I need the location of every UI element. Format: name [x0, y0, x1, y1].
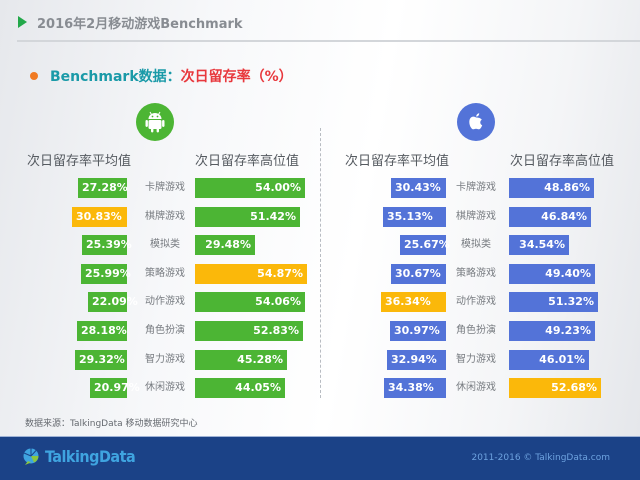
talkingdata-logo-icon: [22, 448, 42, 466]
android-avg-bar: 25.39%: [82, 235, 132, 255]
ios-avg-header: 次日留存率平均值: [345, 154, 450, 169]
title-row: 2016年2月移动游戏Benchmark: [18, 10, 243, 34]
android-avg-bar: 29.32%: [75, 350, 127, 370]
android-avg-header: 次日留存率平均值: [27, 154, 132, 169]
ios-category-label: 休闲游戏: [456, 382, 496, 393]
android-high-bar: 54.06%: [195, 292, 305, 312]
android-high-header: 次日留存率高位值: [195, 154, 300, 169]
panel-divider: [320, 128, 321, 398]
android-category-label: 棋牌游戏: [145, 211, 185, 222]
android-avg-bar: 22.09%: [88, 292, 138, 312]
ios-category-label: 模拟类: [461, 239, 491, 250]
ios-avg-bar: 32.94%: [387, 350, 446, 370]
ios-category-label: 智力游戏: [456, 354, 496, 365]
android-avg-bar: 28.18%: [77, 321, 127, 341]
logo-text: TalkingData: [45, 447, 136, 466]
ios-high-bar: 51.32%: [509, 292, 598, 312]
android-icon: [136, 103, 174, 141]
android-high-bar: 51.42%: [195, 207, 300, 227]
android-category-label: 角色扮演: [145, 325, 185, 336]
apple-icon: [457, 103, 495, 141]
section-subtitle: Benchmark数据： 次日留存率（%）: [30, 66, 293, 86]
ios-category-label: 卡牌游戏: [456, 182, 496, 193]
android-avg-bar: 20.97%: [90, 378, 140, 398]
android-category-label: 策略游戏: [145, 268, 185, 279]
ios-category-label: 棋牌游戏: [456, 211, 496, 222]
ios-avg-bar: 30.67%: [391, 264, 446, 284]
ios-category-label: 角色扮演: [456, 325, 496, 336]
ios-high-bar: 46.01%: [509, 350, 589, 370]
subtitle-metric: 次日留存率（%）: [180, 69, 293, 85]
copyright-text: 2011-2016 © TalkingData.com: [471, 453, 610, 463]
android-high-bar: 44.05%: [195, 378, 285, 398]
bullet-dot-icon: [30, 72, 38, 80]
ios-high-header: 次日留存率高位值: [510, 154, 615, 169]
android-category-label: 模拟类: [150, 239, 180, 250]
android-category-label: 动作游戏: [145, 296, 185, 307]
ios-high-bar: 52.68%: [509, 378, 601, 398]
android-category-label: 休闲游戏: [145, 382, 185, 393]
talkingdata-logo: TalkingData: [22, 447, 136, 466]
ios-high-bar: 34.54%: [509, 235, 569, 255]
android-avg-bar: 27.28%: [78, 178, 128, 198]
subtitle-prefix: Benchmark数据：: [50, 69, 181, 85]
title-divider: [17, 40, 640, 42]
android-high-bar: 52.83%: [195, 321, 303, 341]
page-title: 2016年2月移动游戏Benchmark: [37, 16, 243, 32]
ios-avg-bar: 36.34%: [381, 292, 446, 312]
ios-avg-bar: 30.43%: [391, 178, 446, 198]
ios-avg-bar: 25.67%: [400, 235, 450, 255]
android-high-bar: 29.48%: [195, 235, 255, 255]
android-category-label: 智力游戏: [145, 354, 185, 365]
android-avg-bar: 30.83%: [72, 207, 127, 227]
ios-high-bar: 49.23%: [509, 321, 595, 341]
ios-high-bar: 49.40%: [509, 264, 595, 284]
ios-high-bar: 46.84%: [509, 207, 591, 227]
footer-bar: TalkingData 2011-2016 © TalkingData.com: [0, 436, 640, 480]
android-high-bar: 45.28%: [195, 350, 287, 370]
android-high-bar: 54.87%: [195, 264, 307, 284]
ios-avg-bar: 30.97%: [390, 321, 446, 341]
data-source-note: 数据来源：TalkingData 移动数据研究中心: [25, 419, 198, 429]
android-high-bar: 54.00%: [195, 178, 305, 198]
ios-avg-bar: 34.38%: [384, 378, 446, 398]
ios-category-label: 策略游戏: [456, 268, 496, 279]
android-avg-bar: 25.99%: [81, 264, 131, 284]
ios-high-bar: 48.86%: [509, 178, 594, 198]
ios-category-label: 动作游戏: [456, 296, 496, 307]
android-category-label: 卡牌游戏: [145, 182, 185, 193]
play-triangle-icon: [18, 16, 27, 28]
ios-avg-bar: 35.13%: [383, 207, 446, 227]
